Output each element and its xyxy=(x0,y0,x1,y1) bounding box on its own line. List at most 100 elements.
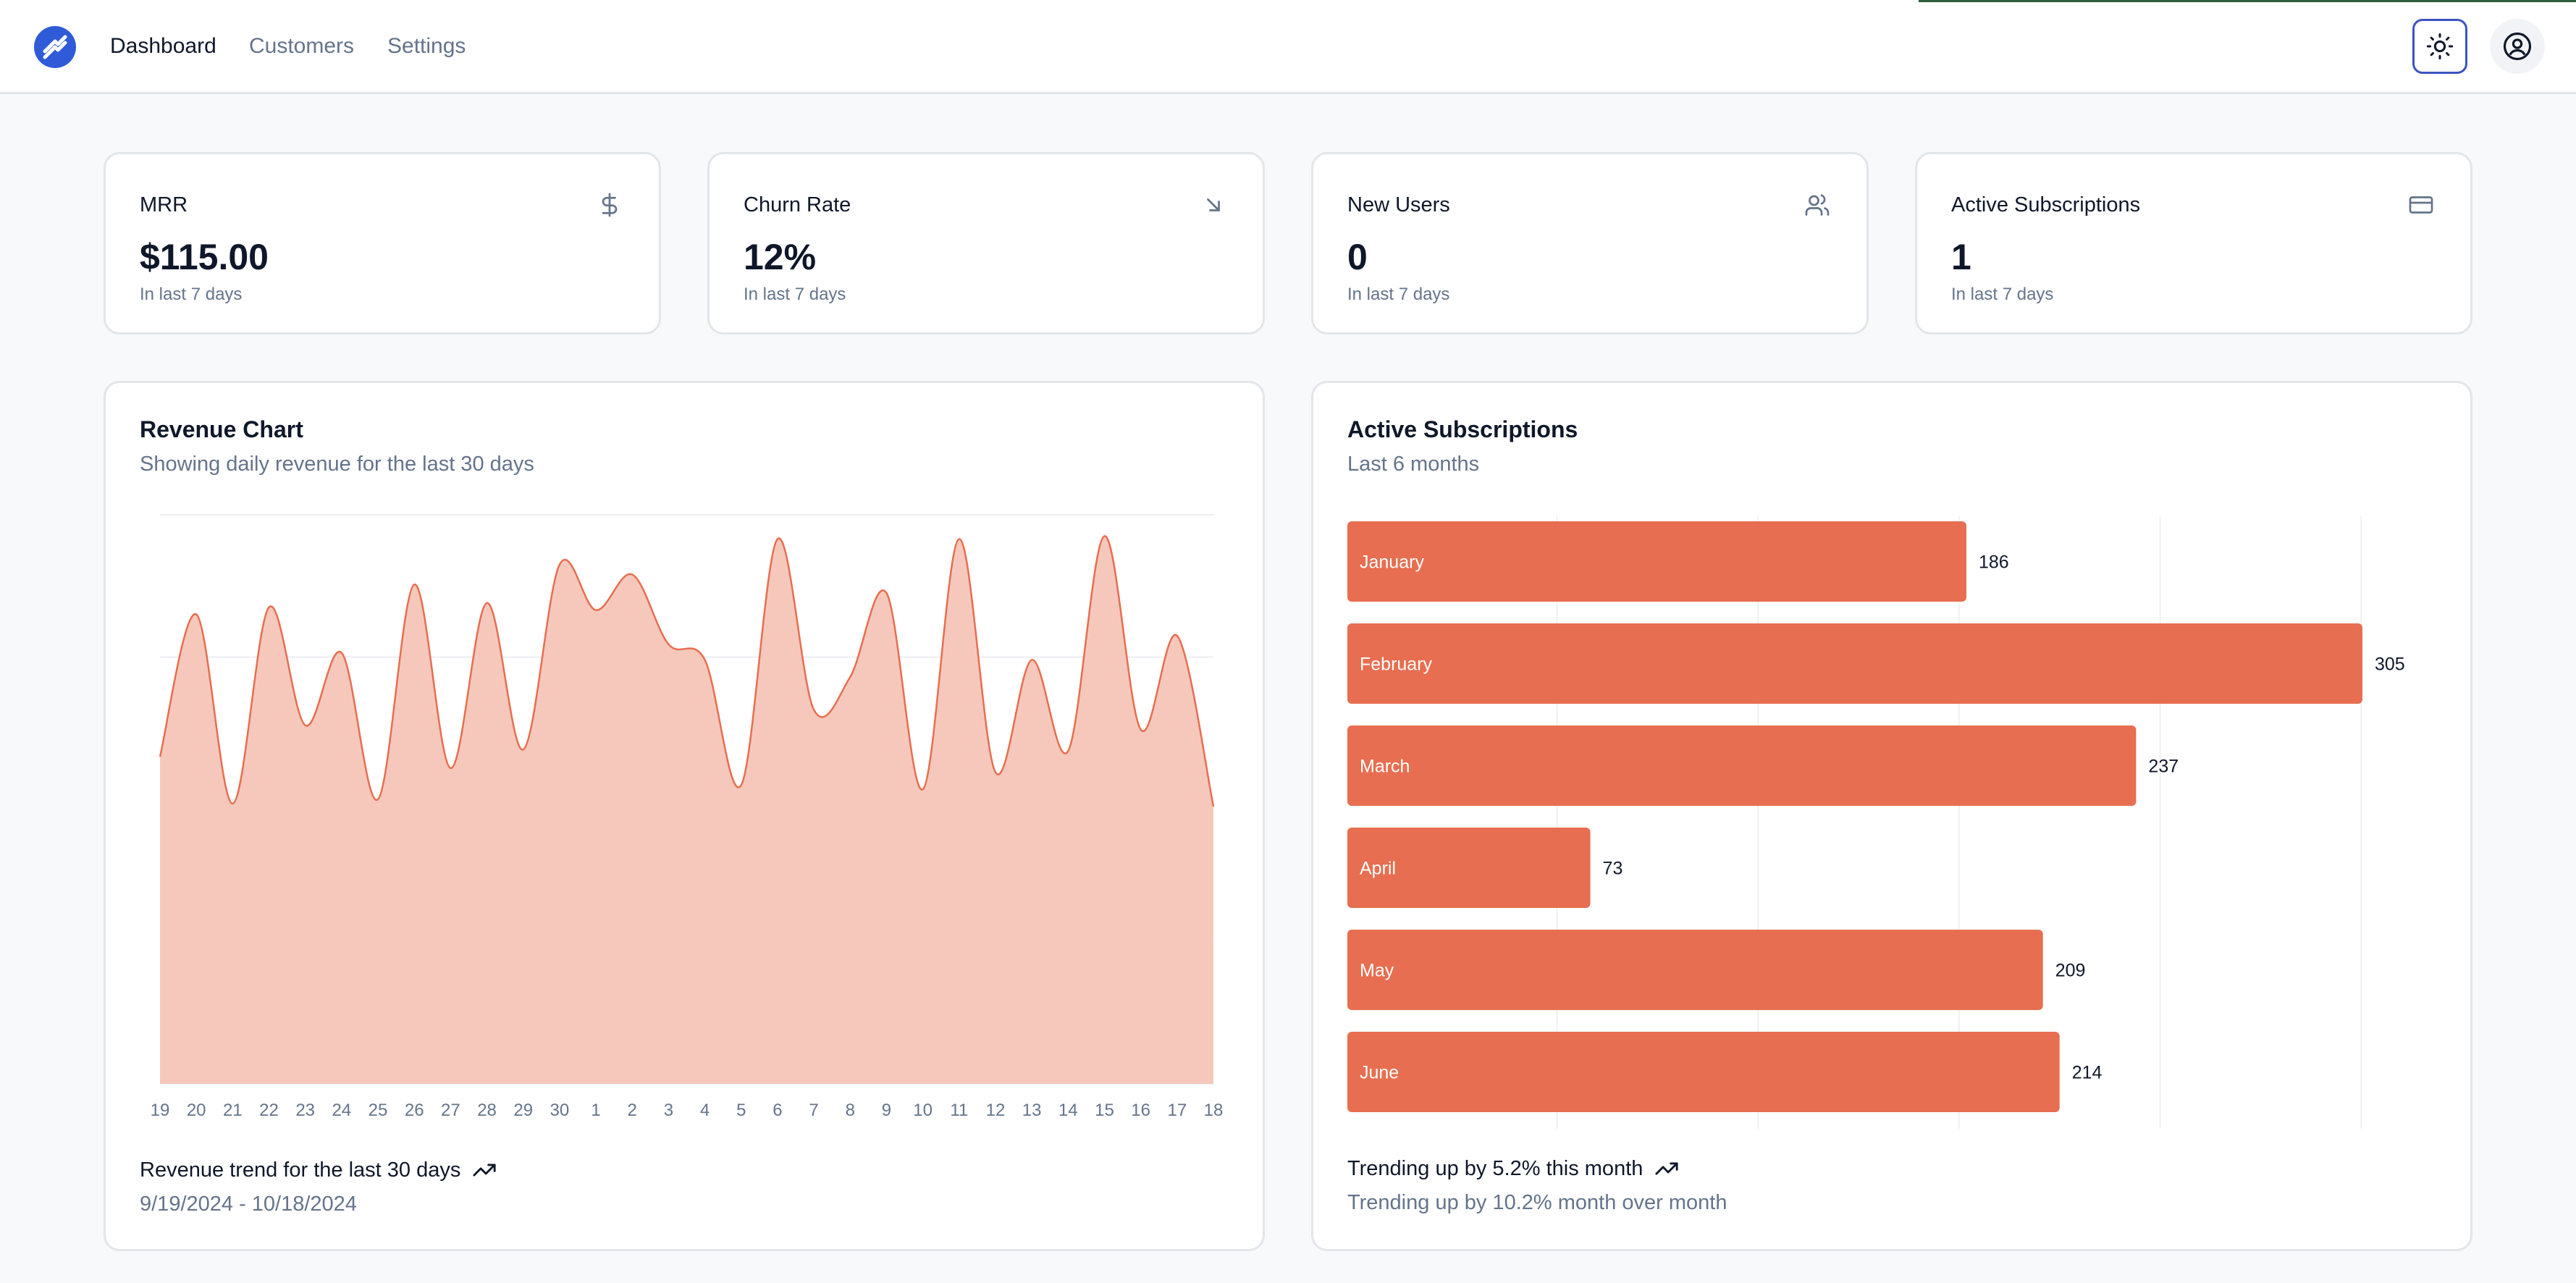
bar-value-label: 186 xyxy=(1979,552,2009,573)
user-menu-button[interactable] xyxy=(2490,19,2545,74)
x-tick-label: 17 xyxy=(1167,1101,1187,1120)
footer-subtext: Trending up by 10.2% month over month xyxy=(1347,1191,1727,1214)
theme-toggle-button[interactable] xyxy=(2412,19,2467,74)
revenue-footer: Revenue trend for the last 30 days xyxy=(140,1158,497,1182)
x-tick-label: 3 xyxy=(664,1101,673,1120)
x-tick-label: 2 xyxy=(628,1101,637,1120)
card-description: Last 6 months xyxy=(1347,453,1480,476)
x-tick-label: 19 xyxy=(151,1101,170,1120)
x-tick-label: 14 xyxy=(1058,1101,1078,1120)
x-tick-label: 13 xyxy=(1022,1101,1042,1120)
bar-value-label: 305 xyxy=(2375,655,2405,675)
revenue-point xyxy=(1140,728,1142,731)
revenue-point xyxy=(631,573,634,576)
x-tick-label: 25 xyxy=(369,1101,388,1120)
stat-title: MRR xyxy=(140,193,188,216)
stat-card-churn-rate: Churn Rate 12% In last 7 days xyxy=(707,152,1265,335)
revenue-point xyxy=(667,643,670,646)
revenue-point xyxy=(1212,805,1215,808)
x-tick-label: 9 xyxy=(882,1101,891,1120)
x-tick-label: 12 xyxy=(986,1101,1006,1120)
subscriptions-chart-card: Active Subscriptions Last 6 months Janua… xyxy=(1311,381,2472,1251)
x-tick-label: 8 xyxy=(846,1101,855,1120)
card-title: Revenue Chart xyxy=(140,416,303,442)
x-tick-label: 27 xyxy=(441,1101,460,1120)
x-tick-label: 26 xyxy=(405,1101,424,1120)
x-tick-label: 10 xyxy=(913,1101,933,1120)
subscriptions-footer: Trending up by 5.2% this month xyxy=(1347,1156,1679,1181)
footer-text: Revenue trend for the last 30 days xyxy=(140,1158,461,1182)
x-tick-label: 29 xyxy=(513,1101,533,1120)
revenue-line xyxy=(159,535,1215,807)
revenue-point xyxy=(159,755,161,758)
stat-value: $115.00 xyxy=(140,237,269,277)
revenue-point xyxy=(522,748,525,751)
revenue-point xyxy=(195,613,198,616)
x-tick-label: 24 xyxy=(332,1101,352,1120)
revenue-point xyxy=(449,767,452,770)
card-description: Showing daily revenue for the last 30 da… xyxy=(140,453,534,476)
x-tick-label: 7 xyxy=(809,1101,818,1120)
bar-march xyxy=(1347,725,2137,806)
revenue-point xyxy=(776,537,779,540)
stat-card-new-users: New Users 0 In last 7 days xyxy=(1311,152,1869,335)
top-accent-line xyxy=(1919,0,2576,2)
revenue-point xyxy=(958,537,961,540)
bar-january xyxy=(1347,521,1966,602)
revenue-area-chart: 19 20 21 22 23 24 25 26 27 28 29 30 1 2 3 4 5 6 7 8 9 10 11 12 1… xyxy=(151,514,1224,1120)
revenue-point xyxy=(304,724,307,727)
stat-subtitle: In last 7 days xyxy=(1347,285,1450,304)
nav-settings[interactable]: Settings xyxy=(387,34,466,58)
bar-value-label: 209 xyxy=(2055,961,2086,981)
nav-dashboard[interactable]: Dashboard xyxy=(110,34,216,58)
stat-value: 1 xyxy=(1951,237,1971,277)
bar-category-label: June xyxy=(1360,1063,1399,1083)
bar-value-label: 214 xyxy=(2072,1063,2103,1083)
x-tick-label: 23 xyxy=(295,1101,315,1120)
stat-value: 0 xyxy=(1347,237,1368,277)
trending-up-icon xyxy=(1655,1162,1678,1175)
stat-title: Active Subscriptions xyxy=(1951,193,2141,216)
stat-title: New Users xyxy=(1347,193,1450,216)
bar-category-label: May xyxy=(1360,961,1394,981)
sun-icon xyxy=(2426,33,2454,60)
dollar-icon xyxy=(602,193,618,217)
x-tick-label: 18 xyxy=(1204,1101,1224,1120)
bar-category-label: January xyxy=(1360,552,1424,573)
footer-text: Trending up by 5.2% this month xyxy=(1347,1156,1643,1180)
revenue-point xyxy=(413,583,416,586)
x-tick-label: 6 xyxy=(773,1101,782,1120)
stat-value: 12% xyxy=(744,237,817,277)
revenue-point xyxy=(231,802,234,805)
stat-card-active-subscriptions: Active Subscriptions 1 In last 7 days xyxy=(1915,152,2472,335)
bar-value-label: 73 xyxy=(1603,859,1623,879)
x-tick-label: 16 xyxy=(1131,1101,1150,1120)
trending-up-icon xyxy=(473,1164,496,1177)
revenue-point xyxy=(704,658,707,661)
bar-february xyxy=(1347,623,2362,704)
revenue-point xyxy=(268,606,271,609)
bar-may xyxy=(1347,930,2043,1010)
bar-category-label: March xyxy=(1360,757,1410,777)
revenue-point xyxy=(486,602,489,605)
x-tick-label: 28 xyxy=(477,1101,497,1120)
stat-subtitle: In last 7 days xyxy=(1951,285,2054,304)
stat-subtitle: In last 7 days xyxy=(140,285,243,304)
logo-icon[interactable] xyxy=(33,25,77,69)
x-tick-label: 30 xyxy=(550,1101,570,1120)
revenue-point xyxy=(1176,634,1179,637)
arrow-down-right-icon xyxy=(1207,198,1220,211)
subscriptions-bar-chart: January 186 February 305 March 237 April 73 May 2… xyxy=(1347,516,2405,1129)
revenue-point xyxy=(594,609,597,612)
revenue-point xyxy=(376,798,379,801)
bar-value-label: 237 xyxy=(2148,757,2179,777)
bar-category-label: February xyxy=(1360,655,1433,675)
revenue-point xyxy=(558,563,561,566)
x-tick-label: 20 xyxy=(187,1101,206,1120)
nav-customers[interactable]: Customers xyxy=(249,34,355,58)
bar-april xyxy=(1347,828,1591,908)
revenue-point xyxy=(340,652,343,655)
top-navigation-bar: Dashboard Customers Settings xyxy=(0,0,2576,94)
revenue-point xyxy=(922,788,925,791)
user-circle-icon xyxy=(2503,32,2532,61)
